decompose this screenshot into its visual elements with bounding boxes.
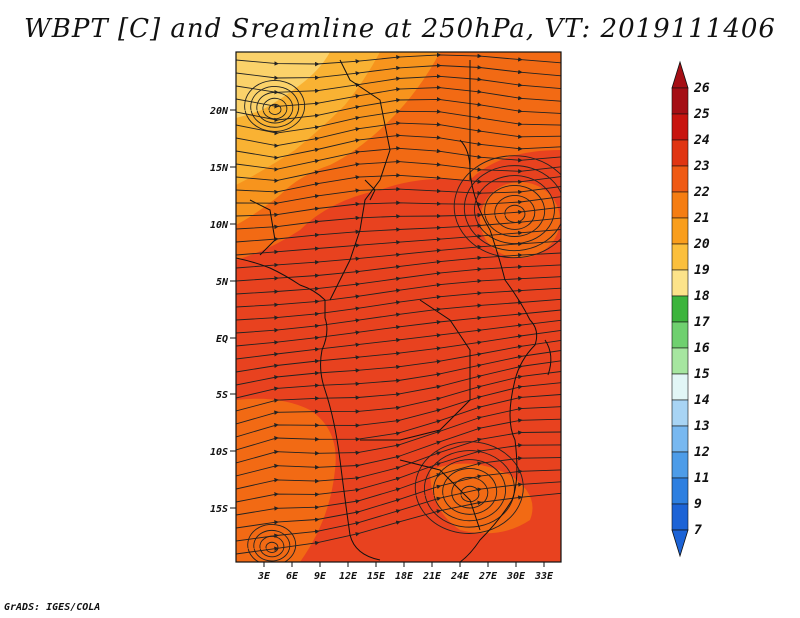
colorbar-label: 22 — [693, 185, 710, 200]
lon-tick-label: 24E — [450, 571, 470, 582]
colorbar-segment — [671, 243, 689, 271]
colorbar-label: 18 — [694, 289, 710, 304]
footer-credit: GrADS: IGES/COLA — [4, 602, 101, 613]
streamline — [259, 535, 285, 558]
streamline — [265, 541, 279, 553]
colorbar-segment — [671, 321, 689, 349]
lon-tick-label: 15E — [367, 571, 386, 582]
lat-tick-label: 10N — [210, 220, 229, 231]
colorbar-segment — [671, 295, 689, 323]
streamline — [250, 85, 300, 128]
lat-tick-label: 10S — [210, 447, 228, 458]
lat-tick-label: 20N — [209, 106, 229, 117]
colorbar-label: 15 — [694, 367, 710, 382]
streamline — [244, 80, 306, 132]
lon-tick-label: 27E — [478, 571, 498, 582]
colorbar-segment — [671, 425, 689, 453]
chart-title: WBPT [C] and Sreamline at 250hPa, VT: 20… — [24, 14, 776, 44]
colorbar-label: 11 — [694, 471, 710, 486]
colorbar-segment — [671, 269, 689, 297]
streamline — [433, 459, 506, 522]
colorbar-label: 21 — [693, 211, 710, 226]
lat-axis: 20N 15N 10N 5N EQ 5S 10S 15S — [209, 106, 236, 515]
lon-tick-label: 12E — [339, 571, 358, 582]
lon-tick-label: 30E — [506, 571, 526, 582]
colorbar-segment — [671, 165, 689, 193]
streamline — [414, 441, 524, 534]
colorbar-segment — [671, 399, 689, 427]
streamline — [504, 204, 526, 223]
colorbar-segment — [671, 113, 689, 141]
lat-tick-label: 15S — [210, 504, 228, 515]
lon-tick-label: 18E — [395, 571, 414, 582]
lon-tick-label: 9E — [314, 571, 327, 582]
lat-tick-label: 5N — [216, 277, 229, 288]
colorbar: 26 25 24 23 22 21 20 19 18 17 16 15 14 1… — [671, 60, 710, 558]
colorbar-segment — [671, 139, 689, 167]
streamline — [451, 476, 489, 509]
streamlines — [236, 52, 561, 562]
colorbar-label: 7 — [694, 523, 702, 538]
colorbar-segment — [671, 373, 689, 401]
colorbar-label: 9 — [694, 497, 702, 512]
streamline — [262, 97, 288, 120]
colorbar-label: 24 — [693, 133, 710, 148]
map-panel — [236, 52, 561, 562]
streamline — [484, 185, 546, 237]
colorbar-segment — [671, 503, 689, 531]
colorbar-label: 12 — [694, 445, 710, 460]
lon-tick-label: 33E — [534, 571, 554, 582]
lon-tick-label: 6E — [286, 571, 299, 582]
map-frame — [235, 51, 562, 563]
colorbar-label: 16 — [694, 341, 710, 356]
colorbar-top-triangle — [671, 60, 689, 89]
colorbar-segment — [671, 477, 689, 505]
colorbar-label: 26 — [693, 81, 710, 96]
colorbar-label: 14 — [694, 393, 710, 408]
colorbar-segment — [671, 217, 689, 245]
streamline — [268, 103, 282, 115]
lon-axis: 3E 6E 9E 12E 15E 18E 21E 24E 27E 30E 33E — [257, 562, 554, 582]
streamline — [423, 450, 515, 528]
streamline — [494, 194, 536, 230]
colorbar-label: 20 — [693, 237, 710, 252]
streamline — [463, 165, 561, 252]
lat-tick-label: 15N — [210, 163, 229, 174]
streamline — [474, 175, 555, 244]
lat-tick-label: 5S — [216, 390, 228, 401]
streamline — [453, 155, 561, 259]
streamline — [256, 91, 294, 124]
streamline — [460, 485, 480, 503]
colorbar-segment — [671, 451, 689, 479]
coastlines — [236, 59, 552, 562]
colorbar-label: 13 — [694, 419, 710, 434]
colorbar-label: 23 — [693, 159, 710, 174]
colorbar-segment — [671, 87, 689, 115]
streamline — [442, 468, 498, 515]
colorbar-segment — [671, 347, 689, 375]
colorbar-label: 17 — [694, 315, 710, 330]
streamline — [253, 529, 291, 562]
lon-tick-label: 21E — [422, 571, 442, 582]
streamline — [247, 523, 297, 562]
colorbar-label: 19 — [694, 263, 710, 278]
lat-tick-label: EQ — [216, 334, 228, 345]
colorbar-segments — [671, 87, 689, 531]
colorbar-bottom-triangle — [671, 529, 689, 558]
colorbar-label: 25 — [693, 107, 710, 122]
colorbar-segment — [671, 191, 689, 219]
lon-tick-label: 3E — [257, 571, 271, 582]
